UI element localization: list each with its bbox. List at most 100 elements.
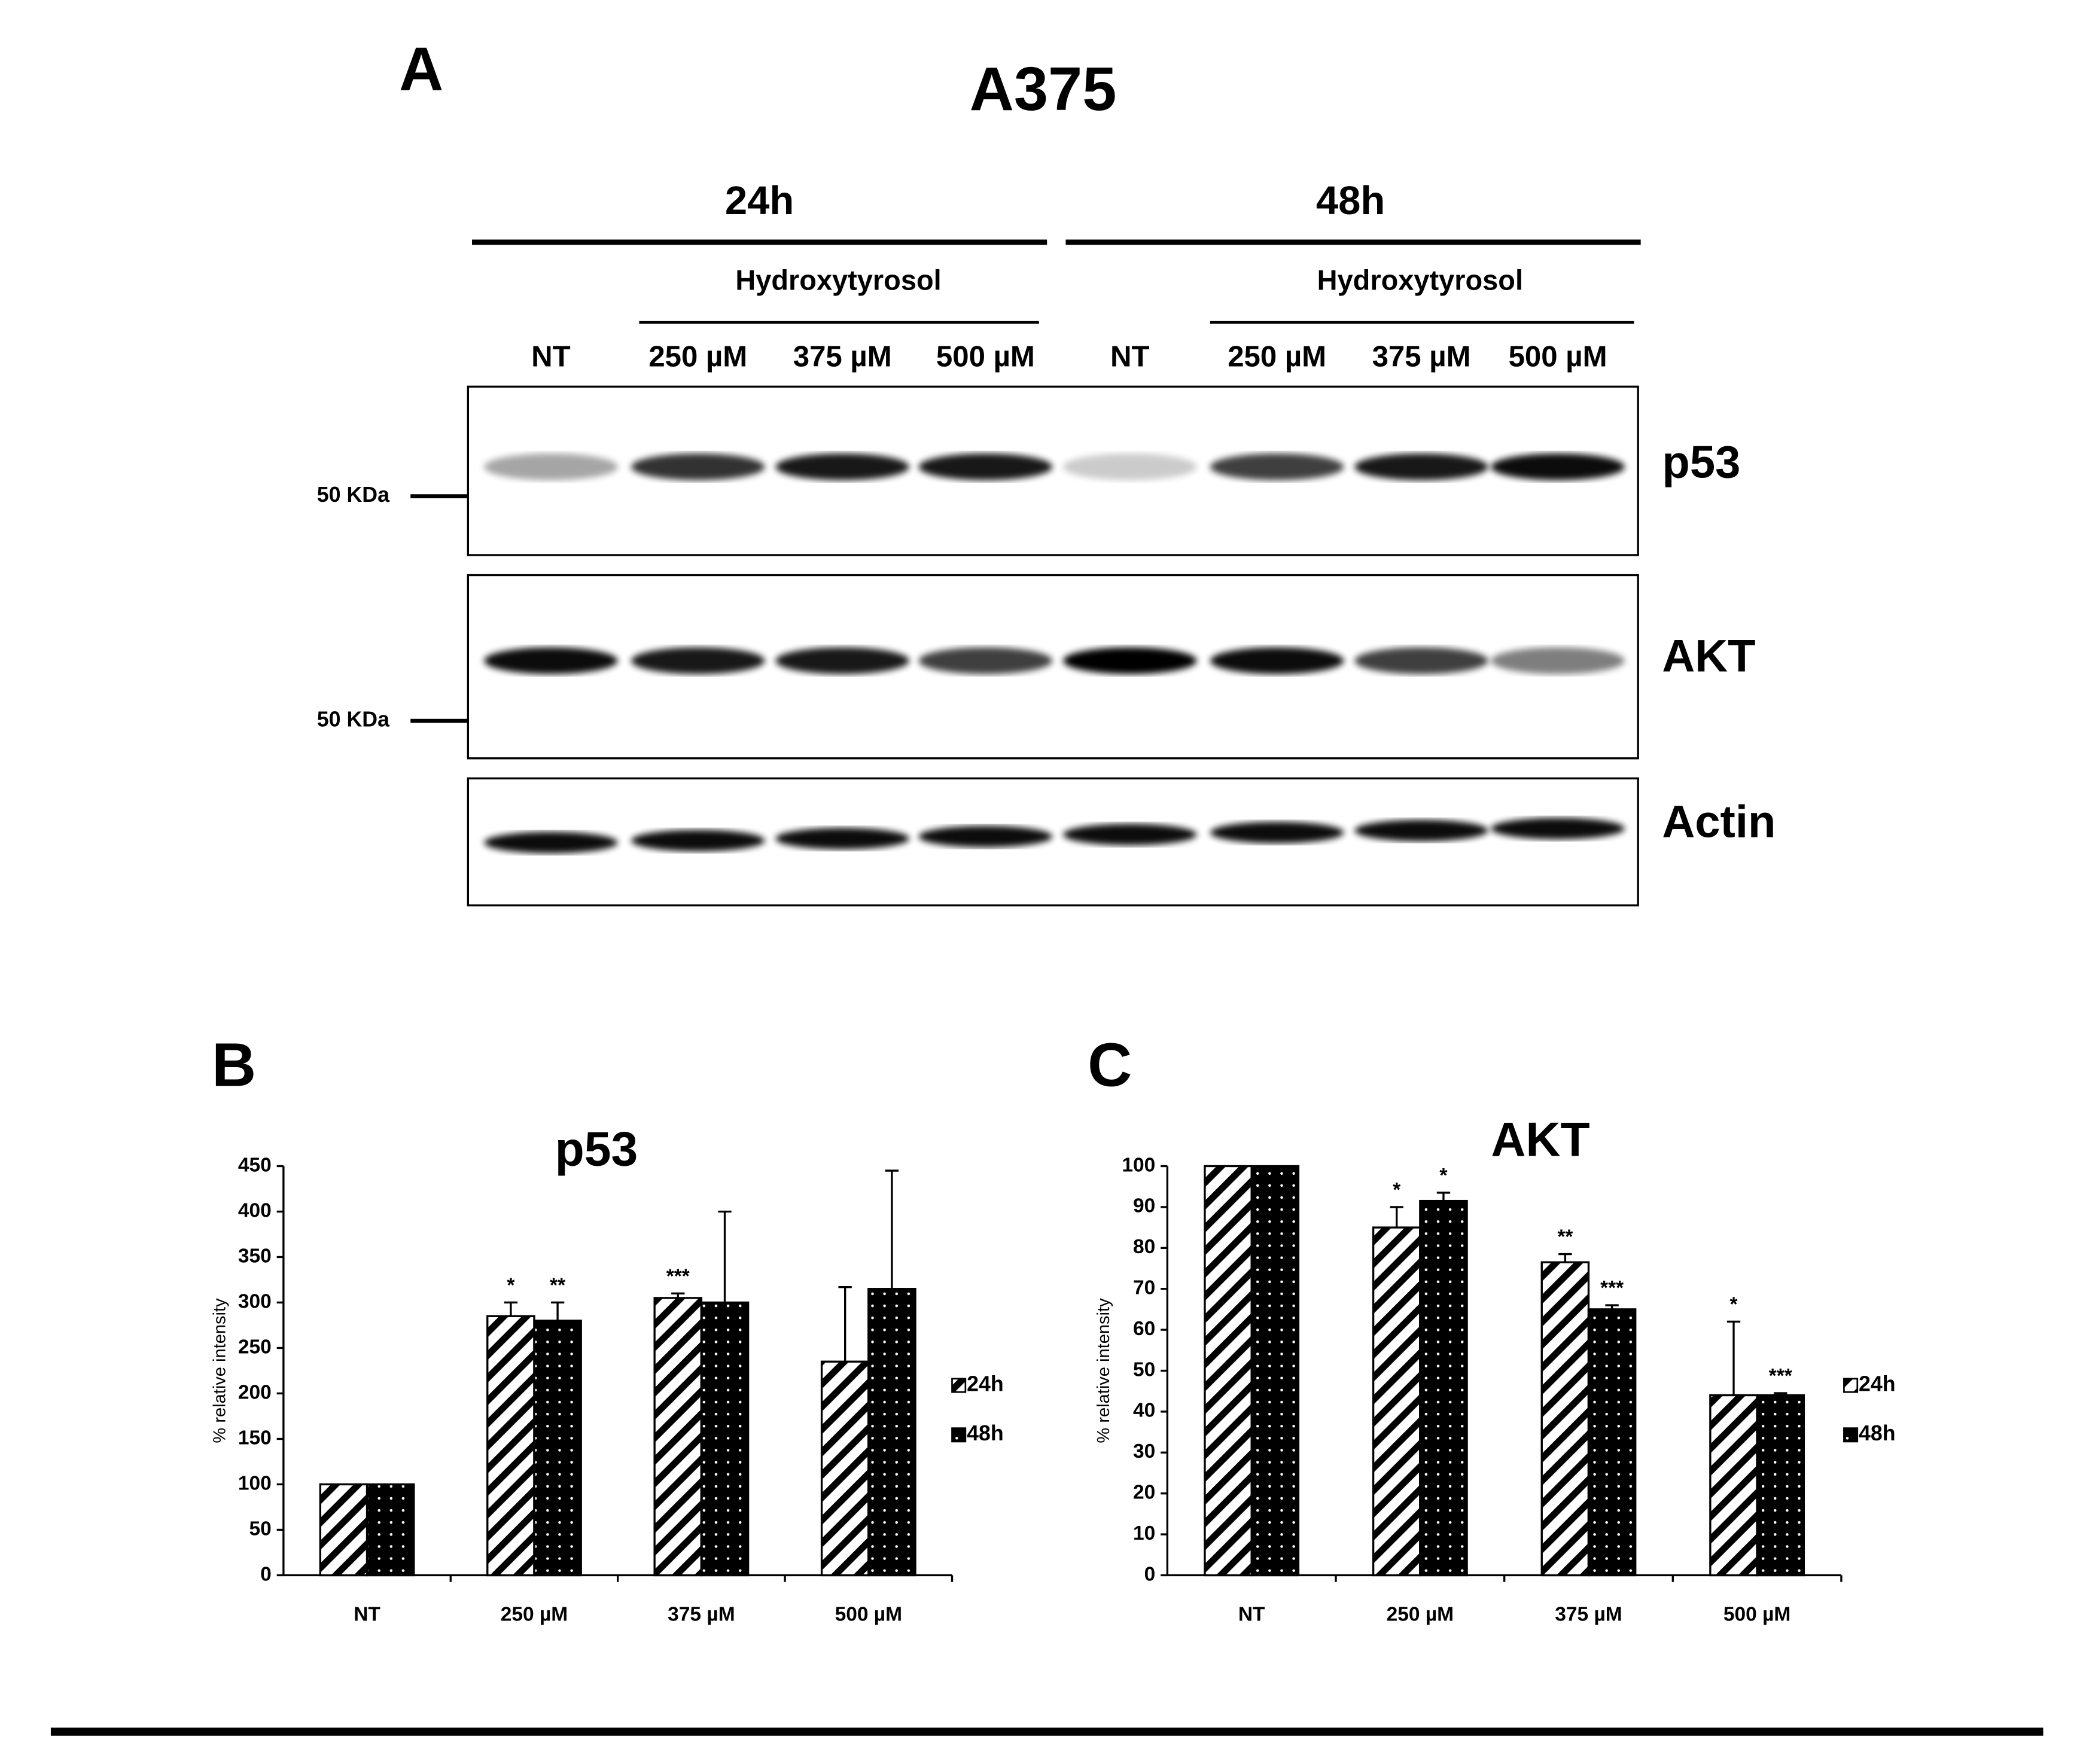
lane-label: 500 µM (1509, 340, 1607, 373)
significance: * (507, 1275, 515, 1297)
lane-label: 500 µM (936, 340, 1035, 373)
time-label: 48h (1316, 178, 1385, 223)
x-tick-label: 250 µM (1387, 1603, 1454, 1625)
y-tick-label: 90 (1133, 1195, 1155, 1217)
marker-label: 50 KDa (317, 483, 390, 507)
bar (820, 1360, 870, 1577)
lane-label: 375 µM (793, 340, 892, 373)
band (1354, 647, 1488, 674)
y-tick-label: 20 (1133, 1482, 1155, 1504)
protein-label: AKT (1662, 630, 1755, 681)
cell-line: A375 (970, 54, 1117, 123)
bar (1587, 1308, 1637, 1577)
panel-letter: A (399, 34, 443, 103)
bar (486, 1315, 535, 1577)
band (1491, 453, 1625, 480)
bar (1709, 1394, 1758, 1577)
marker-label: 50 KDa (317, 708, 390, 732)
lane-label: NT (1110, 340, 1150, 373)
legend-label: 24h (1859, 1372, 1896, 1396)
x-tick-label: 500 µM (1723, 1603, 1790, 1625)
band (1491, 818, 1625, 839)
band (1063, 453, 1197, 480)
significance: ** (550, 1275, 566, 1297)
time-label: 24h (725, 178, 794, 223)
significance: *** (1769, 1365, 1793, 1387)
chart-title: p53 (555, 1122, 638, 1176)
bar (1419, 1199, 1468, 1577)
band (1491, 647, 1625, 674)
lane-label: NT (531, 340, 571, 373)
significance: * (1439, 1165, 1448, 1187)
significance: *** (1600, 1277, 1624, 1299)
bar (1250, 1165, 1300, 1577)
band (631, 453, 765, 480)
x-tick-label: 375 µM (1555, 1603, 1622, 1625)
band (484, 831, 618, 854)
y-tick-label: 400 (238, 1199, 272, 1221)
panel-letter: C (1088, 1031, 1132, 1099)
panel-letter: B (212, 1031, 256, 1099)
band (775, 453, 909, 480)
band (631, 830, 765, 852)
legend-label: 48h (1859, 1421, 1896, 1445)
y-axis-label: % relative intensity (210, 1298, 229, 1443)
y-axis-label: % relative intensity (1094, 1298, 1113, 1443)
y-tick-label: 10 (1133, 1522, 1155, 1544)
legend-label: 24h (967, 1372, 1004, 1396)
y-tick-label: 100 (238, 1472, 272, 1494)
y-tick-label: 0 (1144, 1563, 1156, 1585)
x-tick-label: NT (354, 1603, 380, 1625)
bar (1756, 1394, 1805, 1577)
significance: * (1729, 1293, 1738, 1315)
treatment-label: Hydroxytyrosol (1317, 264, 1523, 295)
legend-swatch (951, 1378, 967, 1393)
x-tick-label: 375 µM (668, 1603, 735, 1625)
y-tick-label: 150 (238, 1427, 272, 1449)
y-tick-label: 50 (1133, 1358, 1155, 1381)
bar (1540, 1261, 1590, 1577)
bar (366, 1483, 415, 1577)
band (775, 647, 909, 674)
y-tick-label: 200 (238, 1381, 272, 1403)
band (1063, 824, 1197, 846)
y-tick-label: 60 (1133, 1318, 1155, 1340)
band (1354, 453, 1488, 480)
chart-title: AKT (1491, 1113, 1589, 1167)
protein-label: p53 (1662, 437, 1740, 488)
y-tick-label: 300 (238, 1290, 272, 1312)
protein-label: Actin (1662, 797, 1776, 848)
y-tick-label: 250 (238, 1336, 272, 1358)
x-tick-label: NT (1238, 1603, 1265, 1625)
bar (700, 1301, 750, 1577)
x-tick-label: 250 µM (501, 1603, 568, 1625)
bar (319, 1483, 369, 1577)
y-tick-label: 100 (1122, 1154, 1155, 1176)
band (484, 453, 618, 480)
y-tick-label: 30 (1133, 1440, 1155, 1463)
band (918, 647, 1053, 674)
bar (533, 1320, 582, 1577)
band (484, 647, 618, 674)
band (631, 647, 765, 674)
bar (653, 1297, 703, 1577)
y-tick-label: 350 (238, 1245, 272, 1267)
bar (1372, 1226, 1421, 1577)
lane-label: 250 µM (1228, 340, 1326, 373)
legend-swatch (951, 1427, 967, 1443)
y-tick-label: 50 (249, 1518, 271, 1540)
band (1063, 647, 1197, 674)
band (918, 825, 1053, 848)
significance: ** (1557, 1226, 1573, 1248)
y-tick-label: 40 (1133, 1400, 1155, 1422)
y-tick-label: 450 (238, 1154, 272, 1176)
significance: * (1393, 1179, 1401, 1201)
bar (867, 1288, 916, 1577)
y-tick-label: 80 (1133, 1236, 1155, 1258)
band (918, 453, 1053, 480)
band (1210, 453, 1344, 480)
band (1210, 821, 1344, 843)
bar (1204, 1165, 1253, 1577)
